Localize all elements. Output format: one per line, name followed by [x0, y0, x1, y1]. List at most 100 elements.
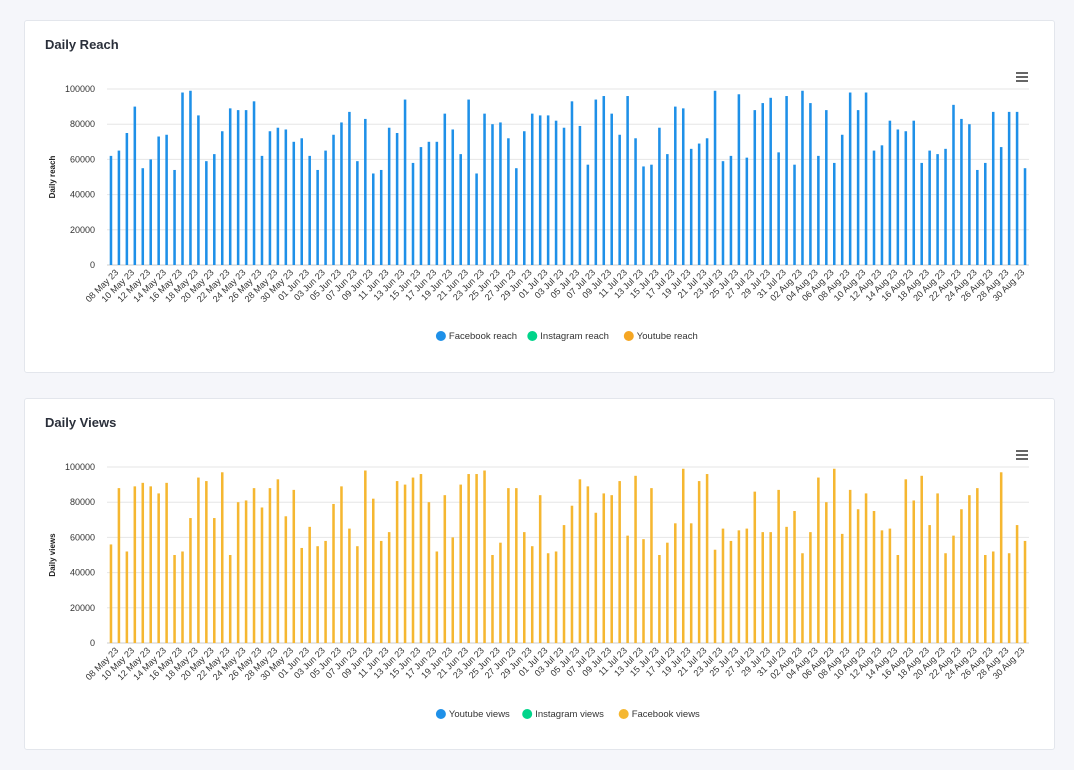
bar	[1007, 111, 1011, 265]
bar	[936, 154, 939, 265]
bar	[904, 131, 908, 265]
hamburger-menu-icon[interactable]	[1016, 450, 1028, 460]
bar	[697, 481, 701, 643]
bar	[570, 101, 574, 265]
bar	[125, 551, 129, 643]
bar	[252, 488, 256, 643]
bar	[713, 549, 717, 643]
hamburger-menu-icon[interactable]	[1016, 72, 1028, 82]
bar	[467, 99, 470, 265]
bar	[721, 528, 725, 643]
bar	[1023, 540, 1027, 643]
bar	[316, 546, 319, 643]
bar	[658, 127, 661, 265]
bar	[197, 477, 200, 643]
legend-item[interactable]: Instagram reach	[527, 331, 609, 342]
bar	[960, 509, 963, 643]
bar	[300, 547, 303, 643]
bar	[515, 488, 518, 643]
bar	[1015, 111, 1019, 265]
bar	[165, 482, 168, 643]
bar	[236, 110, 240, 266]
y-tick-label: 20000	[70, 225, 95, 235]
bar	[117, 488, 121, 643]
bar	[387, 532, 391, 643]
bar	[530, 113, 534, 265]
bar	[737, 94, 741, 265]
bar	[236, 502, 240, 643]
bar	[133, 106, 137, 265]
bar	[801, 90, 804, 265]
bar	[419, 147, 423, 265]
bar	[515, 168, 518, 265]
bar	[403, 99, 407, 265]
bar	[562, 127, 566, 265]
bar	[984, 162, 987, 265]
legend-marker	[618, 709, 629, 719]
y-axis-title: Daily reach	[48, 156, 57, 199]
bar	[499, 122, 502, 265]
y-tick-label: 60000	[70, 532, 95, 542]
bar	[896, 555, 900, 643]
bar	[435, 551, 439, 643]
bar	[324, 540, 327, 643]
bar	[213, 518, 216, 643]
bar	[1007, 553, 1011, 643]
bar	[308, 155, 311, 265]
bar	[507, 488, 510, 643]
bar	[340, 486, 343, 643]
y-tick-label: 0	[90, 638, 95, 648]
bar	[316, 169, 319, 265]
bar	[189, 518, 192, 643]
legend-item[interactable]: Instagram views	[522, 709, 604, 720]
bar	[626, 96, 629, 265]
bar	[888, 528, 892, 643]
legend-item[interactable]: Youtube views	[435, 709, 510, 720]
chart-title: Daily Views	[45, 415, 117, 430]
bar	[634, 138, 637, 265]
bar	[920, 162, 923, 265]
bar	[189, 90, 192, 265]
bar	[793, 511, 796, 643]
y-tick-label: 0	[90, 260, 95, 270]
bar	[578, 479, 582, 643]
bar	[809, 103, 812, 265]
bar	[801, 553, 804, 643]
y-tick-label: 80000	[70, 497, 95, 507]
bar	[499, 542, 502, 643]
bar	[356, 161, 359, 265]
bar	[737, 530, 741, 643]
legend-item[interactable]: Facebook views	[618, 709, 700, 720]
bar	[125, 133, 129, 265]
bar	[833, 468, 836, 643]
bar	[936, 493, 939, 643]
y-tick-label: 40000	[70, 190, 95, 200]
bar	[578, 125, 582, 266]
bar	[928, 150, 931, 265]
bar	[220, 472, 224, 643]
bar	[681, 468, 685, 643]
bar	[952, 104, 955, 265]
bar	[960, 118, 963, 265]
bar	[840, 533, 844, 643]
bar	[825, 110, 828, 266]
bar	[324, 150, 327, 265]
bar	[491, 124, 494, 265]
bar	[546, 553, 550, 643]
bar	[228, 555, 232, 643]
chart-title: Daily Reach	[45, 37, 119, 52]
bar	[809, 532, 812, 643]
legend-label: Facebook views	[632, 709, 700, 720]
bar	[944, 553, 947, 643]
bar	[451, 537, 455, 643]
bar	[713, 90, 717, 265]
bar	[149, 486, 152, 643]
legend-item[interactable]: Facebook reach	[435, 331, 517, 342]
bar	[610, 113, 613, 265]
legend-item[interactable]: Youtube reach	[623, 331, 698, 342]
bar	[697, 143, 701, 265]
bar	[538, 495, 542, 643]
bar	[658, 555, 661, 643]
bar	[292, 141, 296, 265]
bar	[554, 120, 558, 266]
